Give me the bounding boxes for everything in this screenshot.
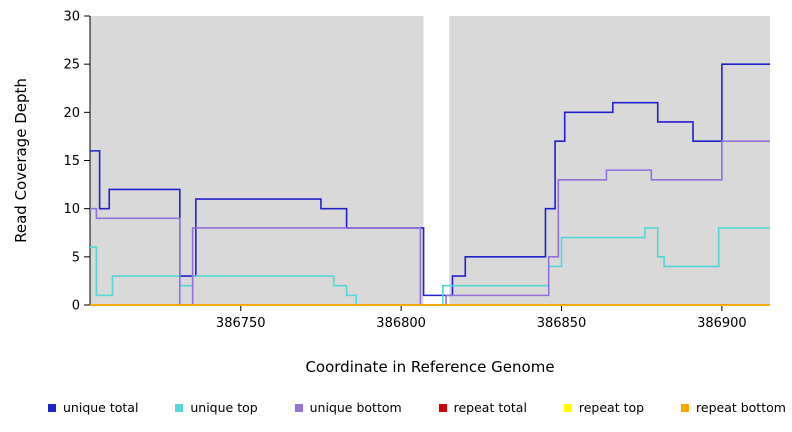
- legend-label: repeat total: [453, 400, 527, 415]
- y-tick-label: 5: [72, 250, 80, 265]
- legend-label: unique bottom: [309, 400, 402, 415]
- legend-swatch-icon: [48, 403, 56, 412]
- x-tick-label: 386900: [697, 316, 747, 331]
- legend-label: unique top: [190, 400, 258, 415]
- series-line-unique-bottom: [90, 140, 770, 306]
- x-tick-label: 386750: [216, 316, 266, 331]
- legend-swatch-icon: [294, 403, 303, 412]
- legend-swatch-icon: [681, 403, 690, 412]
- y-tick-label: 20: [63, 106, 80, 121]
- plot-background: [90, 16, 424, 305]
- y-tick-label: 15: [63, 154, 80, 169]
- legend-swatch-icon: [175, 403, 184, 412]
- y-tick-label: 0: [72, 299, 80, 314]
- legend-swatch-icon: [438, 403, 447, 412]
- legend-item-repeat-bottom: repeat bottom: [681, 400, 786, 415]
- legend-item-unique-bottom: unique bottom: [294, 400, 402, 415]
- coverage-gap-region: [423, 16, 450, 305]
- legend-label: repeat bottom: [696, 400, 786, 415]
- legend-swatch-icon: [563, 403, 572, 412]
- coverage-chart: 0 5 10 15 20 25 30 386750 386800 386850 386900 Read…: [12, 10, 770, 331]
- y-axis-title: Read Coverage Depth: [12, 78, 30, 243]
- legend-item-repeat-total: repeat total: [438, 400, 527, 415]
- legend-item-unique-total: unique total: [48, 400, 138, 415]
- legend-label: repeat top: [578, 400, 645, 415]
- legend-item-unique-top: unique top: [175, 400, 258, 415]
- y-tick-label: 10: [63, 202, 80, 217]
- legend-item-repeat-top: repeat top: [563, 400, 645, 415]
- y-tick-label: 30: [63, 10, 80, 25]
- x-tick-label: 386800: [376, 316, 426, 331]
- legend: unique total unique top unique bottom repea…: [48, 400, 786, 415]
- y-tick-label: 25: [63, 58, 80, 73]
- x-axis-title: Coordinate in Reference Genome: [305, 358, 555, 376]
- x-tick-label: 386850: [537, 316, 587, 331]
- legend-label: unique total: [63, 400, 139, 415]
